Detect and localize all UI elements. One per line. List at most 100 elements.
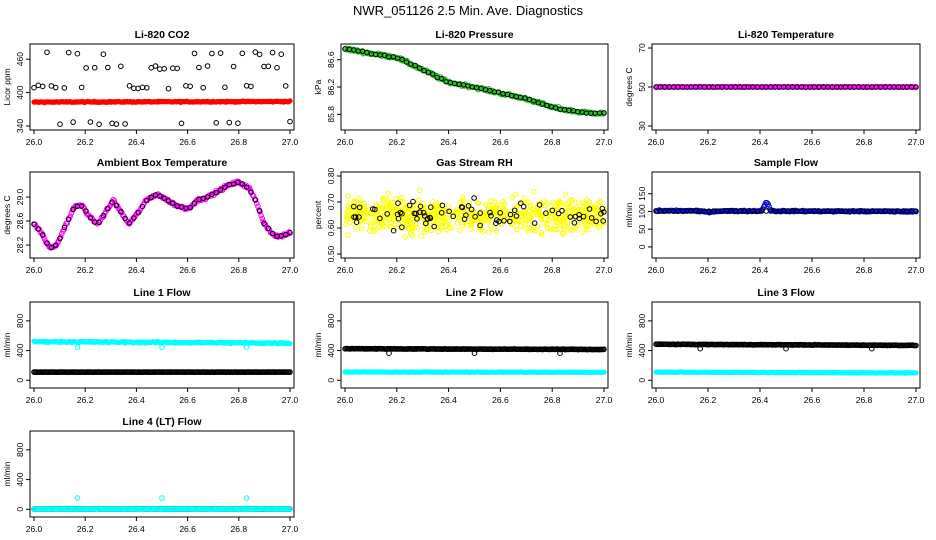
- plot-points: [31, 495, 293, 512]
- data-point: [96, 121, 102, 128]
- data-point: [590, 206, 596, 213]
- x-tick-label: 26.4: [752, 137, 769, 147]
- data-point: [435, 228, 442, 235]
- data-point: [380, 197, 386, 203]
- data-point: [526, 216, 533, 223]
- data-point: [435, 210, 441, 216]
- x-tick-label: 26.8: [544, 137, 561, 147]
- y-axis-label: degrees C: [2, 195, 12, 234]
- data-point: [131, 215, 137, 221]
- data-point: [187, 83, 193, 90]
- data-point: [913, 84, 919, 90]
- x-tick-label: 26.4: [440, 265, 457, 275]
- data-point: [512, 191, 519, 198]
- data-point: [109, 120, 115, 127]
- data-point: [783, 345, 789, 352]
- data-point: [913, 370, 919, 376]
- panel-sample_flow: Sample Flow ml/min 26.0 26.2 26.4 26.6 26.8 27.…: [624, 157, 925, 275]
- y-tick-label: 28.6: [15, 212, 25, 229]
- data-point: [161, 195, 167, 202]
- data-point: [409, 227, 416, 233]
- data-point: [572, 225, 579, 232]
- y-tick-label: 29.0: [15, 188, 25, 205]
- data-point: [428, 227, 434, 234]
- data-point: [427, 211, 434, 217]
- x-tick-label: 26.6: [492, 265, 509, 275]
- data-point: [869, 345, 875, 352]
- data-point: [485, 229, 492, 235]
- data-point: [579, 229, 586, 235]
- data-point: [556, 198, 563, 205]
- data-point: [454, 209, 460, 216]
- plot-frame: [340, 171, 609, 259]
- plot-points: [653, 341, 919, 376]
- y-axis-label: kPa: [313, 79, 323, 94]
- data-point: [209, 191, 215, 198]
- data-point: [513, 227, 520, 233]
- data-point: [433, 223, 440, 229]
- data-point: [392, 195, 399, 202]
- data-point: [174, 65, 180, 72]
- data-point: [386, 201, 393, 207]
- data-point: [230, 63, 237, 70]
- data-point: [497, 210, 504, 216]
- data-point: [399, 210, 405, 217]
- panels: Li-820 CO2 Licor ppm 26.0 26.2 26.4 26.6 26.8 2…: [2, 29, 925, 534]
- data-point: [256, 51, 263, 58]
- data-point: [135, 210, 141, 216]
- data-point: [550, 226, 557, 232]
- data-point: [491, 205, 497, 211]
- data-point: [468, 226, 474, 232]
- data-point: [372, 206, 378, 213]
- y-axis-label: ml/min: [313, 332, 323, 357]
- data-point: [397, 209, 404, 216]
- x-tick-label: 27.0: [282, 137, 299, 147]
- data-point: [386, 350, 392, 357]
- data-point: [494, 210, 500, 216]
- data-point: [494, 217, 500, 223]
- data-point: [554, 219, 560, 226]
- data-point: [274, 64, 280, 71]
- panel-co2: Li-820 CO2 Licor ppm 26.0 26.2 26.4 26.6 26.8 2…: [2, 29, 299, 147]
- data-point: [287, 506, 293, 512]
- data-point: [530, 188, 537, 195]
- data-point: [522, 220, 528, 227]
- data-point: [200, 84, 206, 91]
- data-point: [416, 187, 423, 194]
- plot-title: Ambient Box Temperature: [97, 157, 228, 169]
- data-point: [425, 69, 432, 75]
- data-point: [597, 198, 603, 204]
- data-point: [555, 210, 562, 217]
- data-point: [598, 210, 604, 217]
- data-point: [599, 205, 606, 212]
- data-point: [356, 196, 363, 202]
- data-point: [351, 203, 357, 210]
- data-point: [204, 194, 211, 200]
- data-point: [521, 195, 528, 201]
- data-point: [500, 199, 506, 205]
- data-point: [402, 234, 408, 240]
- data-point: [358, 225, 365, 232]
- data-point: [450, 213, 457, 220]
- data-point: [70, 119, 76, 125]
- data-point: [370, 206, 376, 212]
- data-point: [159, 344, 165, 351]
- panel-line4: Line 4 (LT) Flow ml/min 26.0 26.2 26.4 26.6 26…: [2, 416, 299, 534]
- data-point: [913, 208, 919, 214]
- data-point: [520, 203, 527, 210]
- data-point: [217, 187, 224, 193]
- data-point: [567, 204, 574, 210]
- data-point: [544, 220, 550, 227]
- x-tick-label: 26.8: [231, 137, 248, 147]
- x-tick-label: 26.0: [648, 395, 665, 405]
- y-tick-label: 400: [15, 85, 25, 99]
- y-tick-label: 0.70: [326, 193, 336, 210]
- data-point: [269, 230, 276, 237]
- data-point: [414, 216, 420, 222]
- data-point: [543, 210, 549, 216]
- y-tick-label: 800: [637, 313, 647, 327]
- x-tick-label: 26.4: [128, 395, 145, 405]
- x-tick-label: 26.8: [231, 265, 248, 275]
- data-point: [412, 221, 419, 228]
- y-axis-label: ml/min: [624, 332, 634, 357]
